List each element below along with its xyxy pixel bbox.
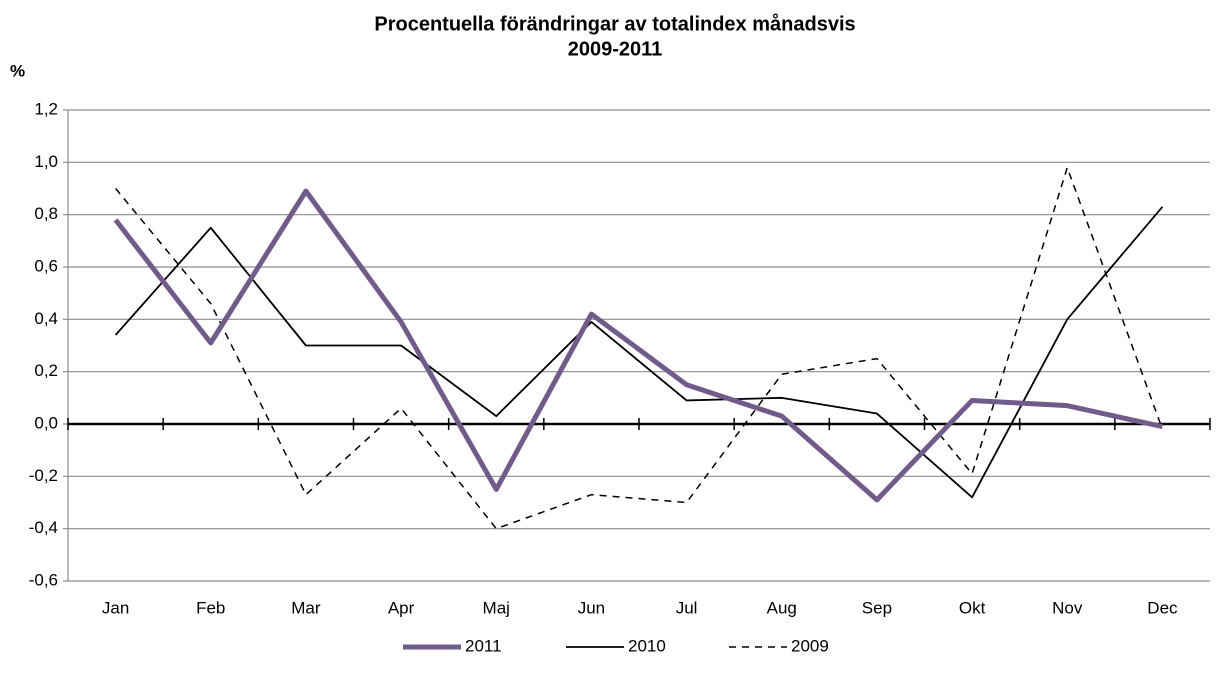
x-tick-label: Aug	[767, 598, 797, 617]
x-tick-label: Sep	[862, 598, 892, 617]
x-tick-label: Dec	[1147, 598, 1178, 617]
series-line	[114, 206, 1164, 499]
x-tick-label: Okt	[959, 598, 986, 617]
x-tick-label: Maj	[483, 598, 510, 617]
x-tick-label: Jan	[102, 598, 129, 617]
series-line	[115, 166, 1164, 530]
legend-label: 2010	[628, 636, 666, 655]
x-tick-label: Jun	[578, 598, 605, 617]
x-tick-label: Mar	[291, 598, 321, 617]
y-tick-label: 0,2	[34, 361, 58, 380]
y-tick-label: 0,6	[34, 256, 58, 275]
legend-label: 2011	[465, 636, 502, 655]
y-tick-label: -0,6	[29, 570, 58, 589]
chart-title: Procentuella förändringar av totalindex …	[374, 12, 855, 35]
chart-subtitle: 2009-2011	[568, 38, 663, 60]
legend-label: 2009	[791, 636, 829, 655]
y-tick-label: 0,0	[34, 413, 58, 432]
series-line	[113, 188, 1163, 503]
y-tick-label: 1,0	[34, 152, 58, 171]
y-tick-label: 0,4	[34, 309, 58, 328]
x-tick-label: Apr	[388, 598, 415, 617]
y-tick-label: -0,4	[29, 518, 58, 537]
y-axis-label: %	[10, 61, 25, 80]
y-tick-label: 0,8	[34, 204, 58, 223]
x-tick-label: Jul	[676, 598, 698, 617]
y-tick-label: 1,2	[34, 99, 58, 118]
y-tick-label: -0,2	[29, 466, 58, 485]
x-tick-label: Feb	[196, 598, 225, 617]
x-tick-label: Nov	[1052, 598, 1083, 617]
